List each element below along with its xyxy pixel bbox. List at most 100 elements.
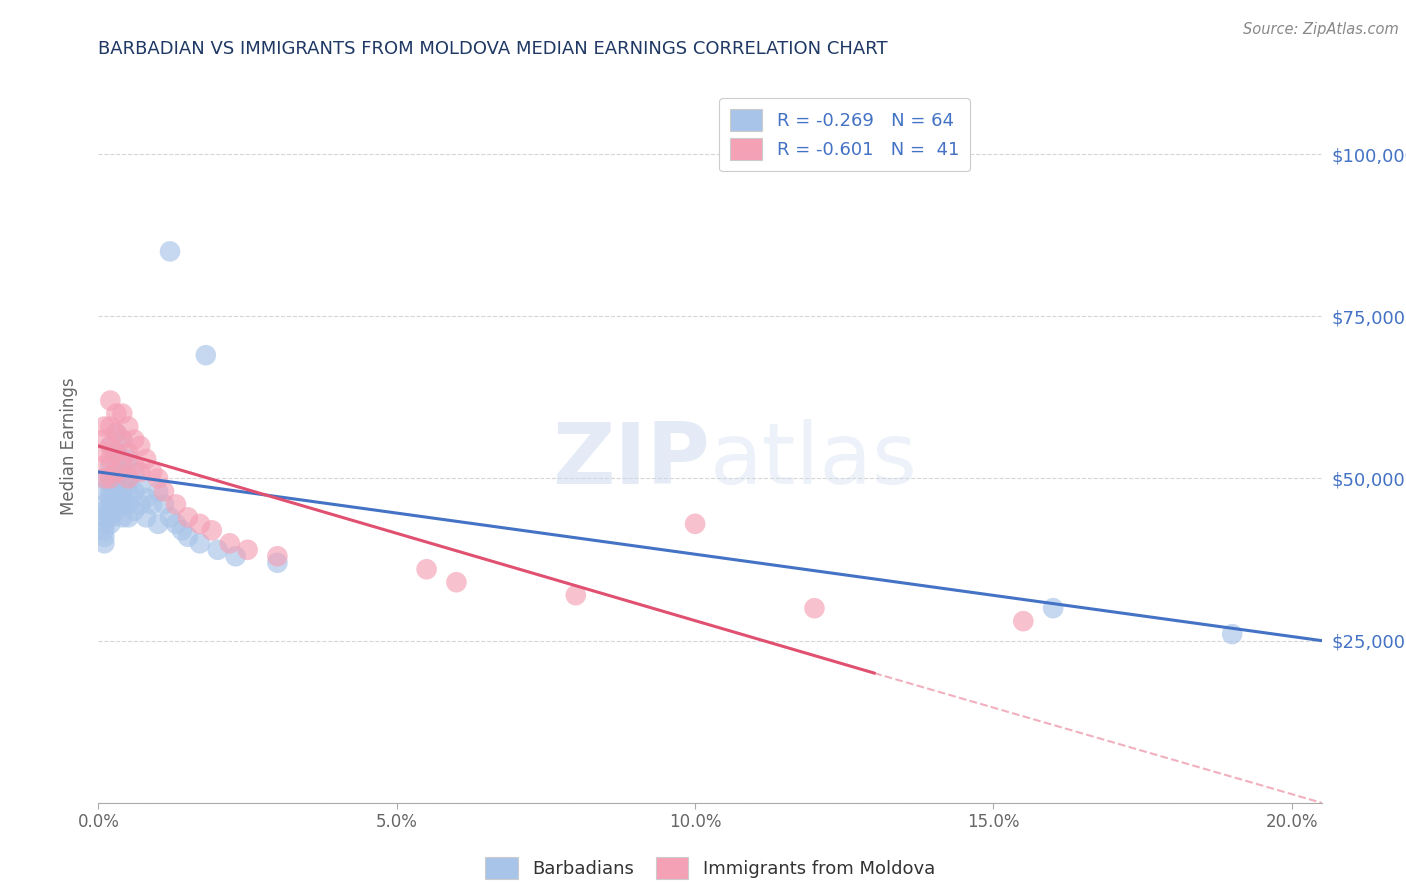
Point bbox=[111, 433, 134, 447]
Point bbox=[146, 516, 169, 531]
Point bbox=[93, 433, 115, 447]
Point bbox=[159, 510, 181, 524]
Y-axis label: Median Earnings: Median Earnings bbox=[59, 377, 77, 515]
Point bbox=[146, 471, 169, 485]
Point bbox=[218, 536, 240, 550]
Point bbox=[105, 425, 128, 440]
Point bbox=[117, 445, 139, 459]
Point bbox=[135, 452, 157, 467]
Point bbox=[93, 497, 115, 511]
Point bbox=[111, 465, 134, 479]
Point bbox=[105, 484, 128, 499]
Point bbox=[98, 471, 121, 485]
Point bbox=[1220, 627, 1243, 641]
Point bbox=[129, 439, 152, 453]
Point bbox=[111, 433, 134, 447]
Point bbox=[122, 465, 145, 479]
Point bbox=[141, 465, 163, 479]
Point bbox=[105, 471, 128, 485]
Point bbox=[105, 445, 128, 459]
Point bbox=[165, 497, 187, 511]
Point bbox=[93, 445, 115, 459]
Point bbox=[122, 458, 145, 473]
Point bbox=[93, 510, 115, 524]
Point bbox=[117, 484, 139, 499]
Point bbox=[93, 471, 115, 485]
Point bbox=[98, 452, 121, 467]
Point bbox=[803, 601, 825, 615]
Point bbox=[117, 471, 139, 485]
Point bbox=[165, 516, 187, 531]
Point bbox=[98, 510, 121, 524]
Point bbox=[266, 549, 288, 564]
Point bbox=[105, 445, 128, 459]
Point bbox=[129, 478, 152, 492]
Point bbox=[177, 530, 200, 544]
Point bbox=[188, 536, 211, 550]
Point bbox=[93, 536, 115, 550]
Point bbox=[117, 452, 139, 467]
Point bbox=[98, 478, 121, 492]
Point bbox=[105, 425, 128, 440]
Point bbox=[98, 516, 121, 531]
Point bbox=[111, 452, 134, 467]
Point bbox=[236, 542, 259, 557]
Point bbox=[105, 465, 128, 479]
Point bbox=[683, 516, 706, 531]
Point bbox=[135, 491, 157, 505]
Point bbox=[117, 497, 139, 511]
Point bbox=[225, 549, 247, 564]
Text: atlas: atlas bbox=[710, 418, 918, 502]
Point bbox=[194, 348, 217, 362]
Point bbox=[105, 458, 128, 473]
Point bbox=[170, 524, 193, 538]
Point bbox=[105, 491, 128, 505]
Point bbox=[117, 471, 139, 485]
Point bbox=[122, 504, 145, 518]
Text: ZIP: ZIP bbox=[553, 418, 710, 502]
Point bbox=[1042, 601, 1064, 615]
Point bbox=[98, 439, 121, 453]
Point bbox=[98, 504, 121, 518]
Point bbox=[111, 510, 134, 524]
Point bbox=[93, 419, 115, 434]
Point bbox=[105, 478, 128, 492]
Point bbox=[135, 510, 157, 524]
Point bbox=[159, 244, 181, 259]
Point bbox=[129, 465, 152, 479]
Text: BARBADIAN VS IMMIGRANTS FROM MOLDOVA MEDIAN EARNINGS CORRELATION CHART: BARBADIAN VS IMMIGRANTS FROM MOLDOVA MED… bbox=[98, 40, 889, 58]
Point bbox=[111, 458, 134, 473]
Point bbox=[93, 471, 115, 485]
Point bbox=[1012, 614, 1035, 628]
Point bbox=[93, 504, 115, 518]
Point bbox=[98, 491, 121, 505]
Point bbox=[146, 484, 169, 499]
Point bbox=[105, 504, 128, 518]
Point bbox=[153, 497, 176, 511]
Point bbox=[98, 484, 121, 499]
Point bbox=[98, 497, 121, 511]
Point bbox=[111, 491, 134, 505]
Point bbox=[188, 516, 211, 531]
Point bbox=[98, 419, 121, 434]
Point bbox=[93, 524, 115, 538]
Point bbox=[111, 407, 134, 421]
Point bbox=[117, 510, 139, 524]
Point bbox=[141, 497, 163, 511]
Point bbox=[565, 588, 588, 602]
Point bbox=[177, 510, 200, 524]
Point bbox=[201, 524, 224, 538]
Legend: Barbadians, Immigrants from Moldova: Barbadians, Immigrants from Moldova bbox=[478, 850, 942, 887]
Point bbox=[111, 484, 134, 499]
Point bbox=[93, 458, 115, 473]
Point bbox=[98, 393, 121, 408]
Point bbox=[266, 556, 288, 570]
Point bbox=[98, 439, 121, 453]
Point bbox=[153, 484, 176, 499]
Point bbox=[93, 530, 115, 544]
Point bbox=[98, 471, 121, 485]
Point bbox=[122, 484, 145, 499]
Point bbox=[415, 562, 437, 576]
Point bbox=[111, 497, 134, 511]
Point bbox=[105, 497, 128, 511]
